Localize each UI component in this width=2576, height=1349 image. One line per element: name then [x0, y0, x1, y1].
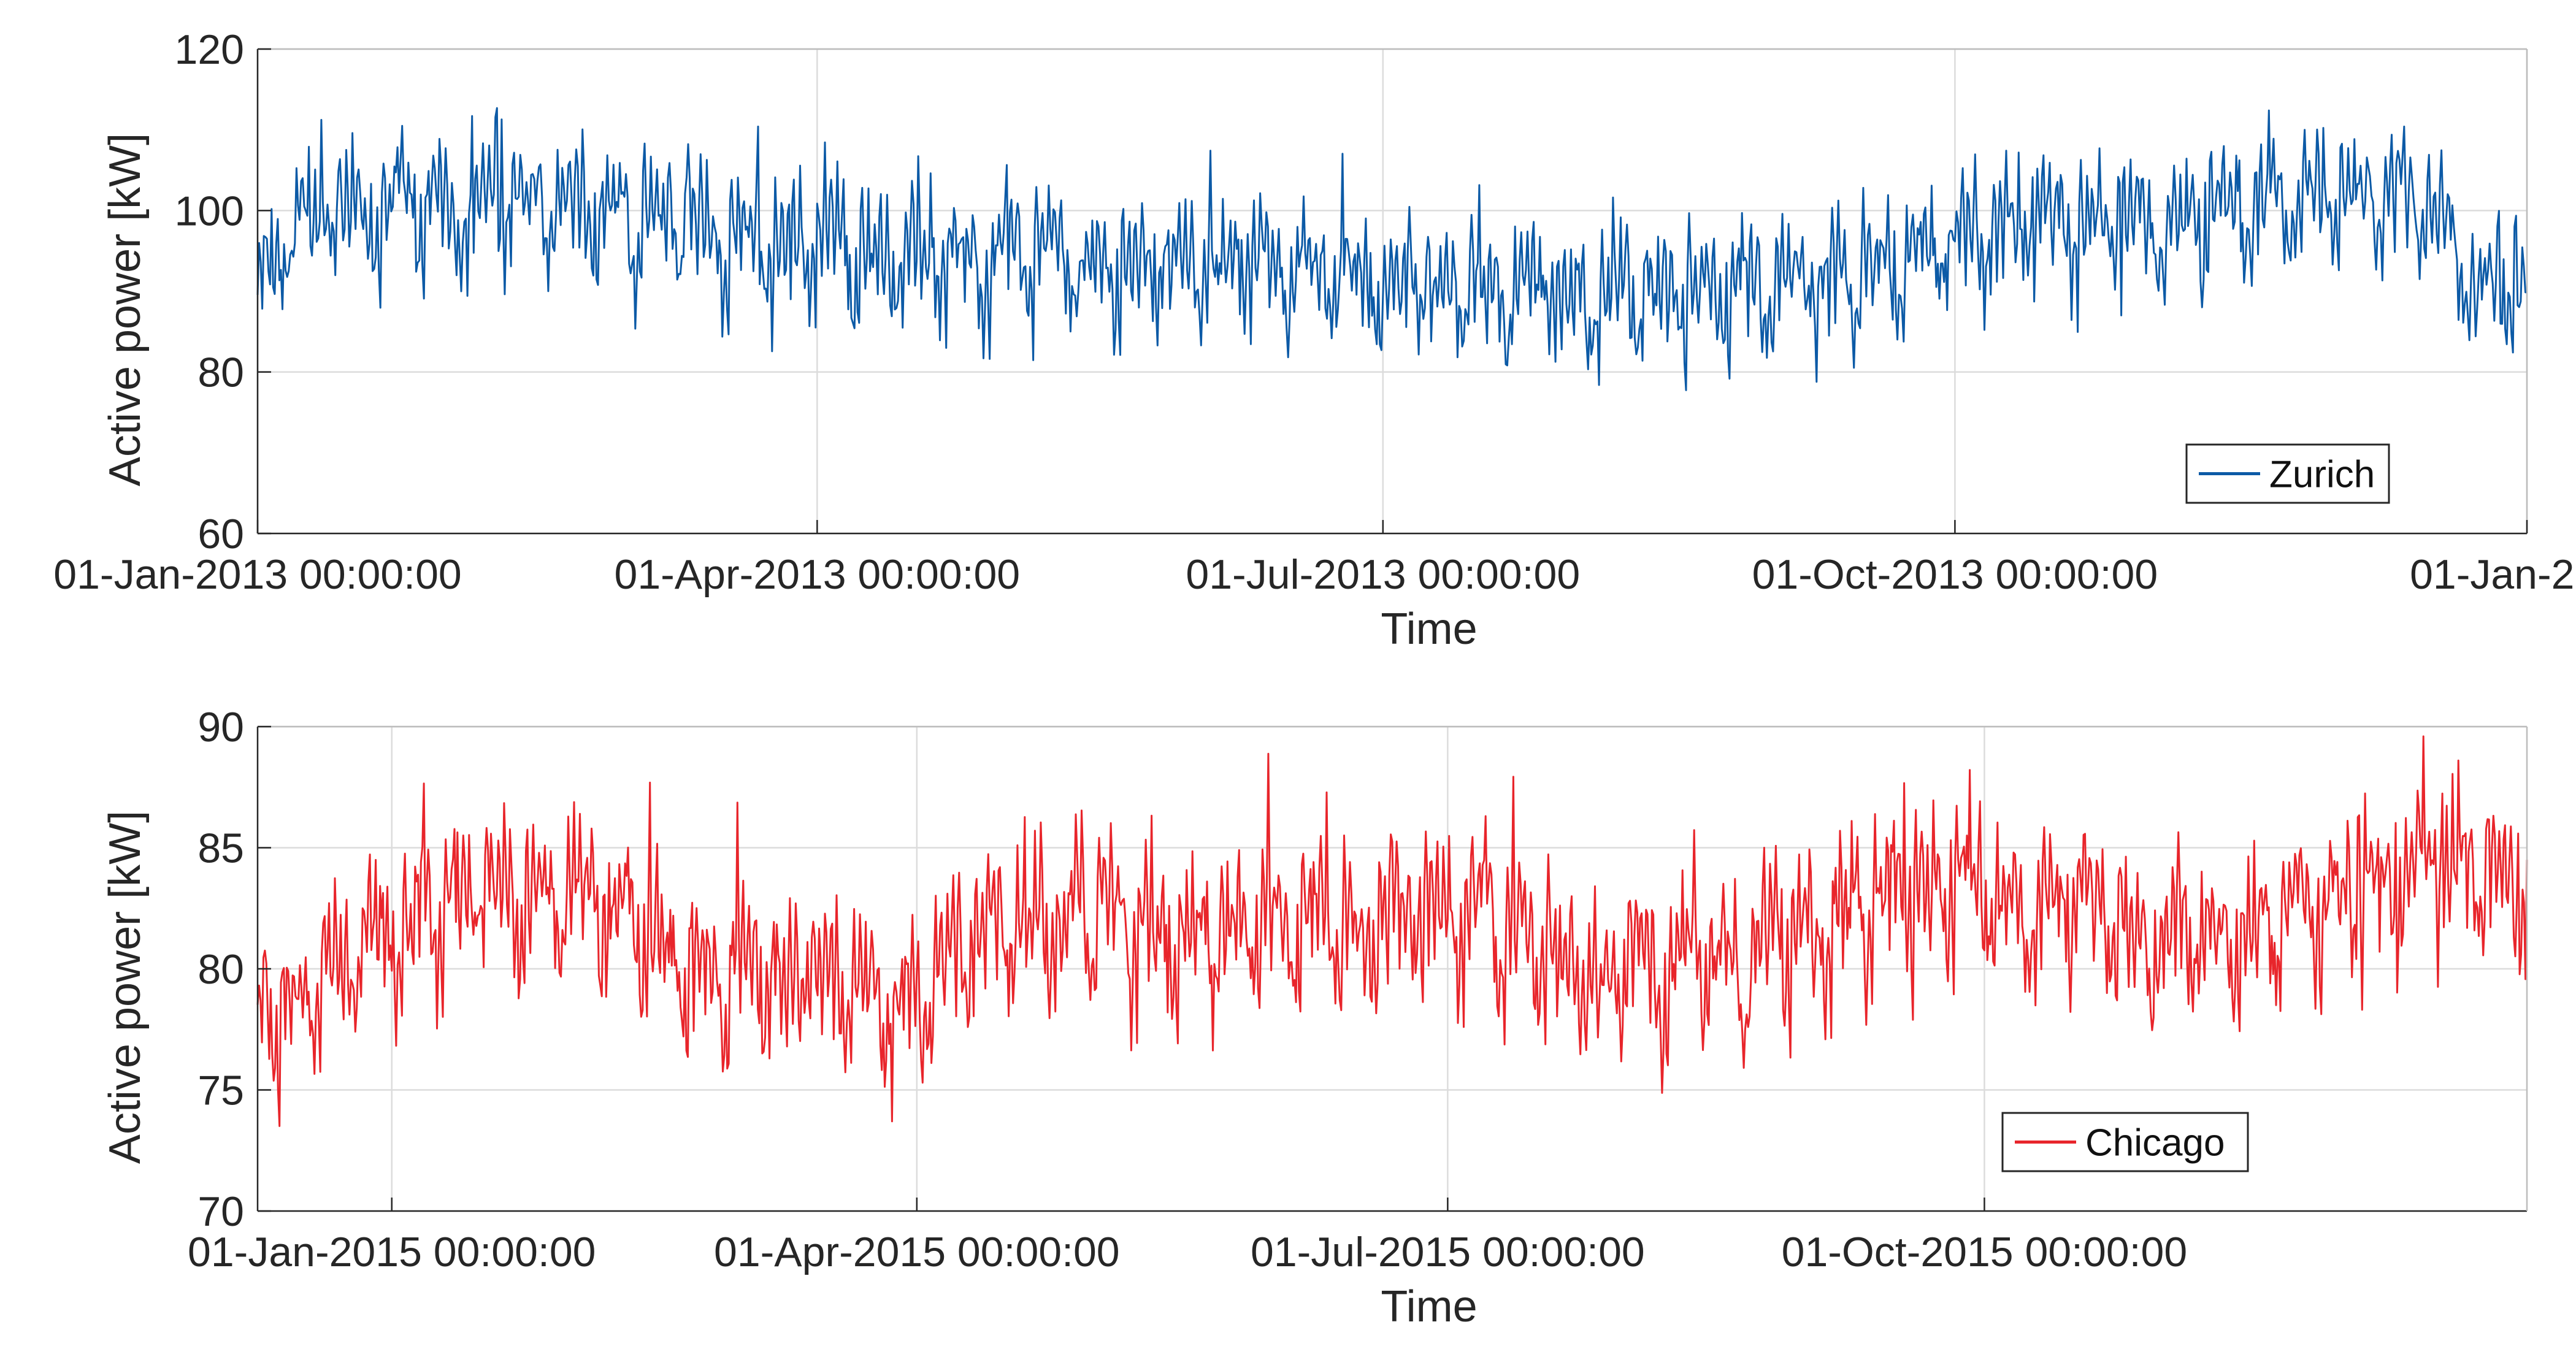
x-tick-label: 01-Oct-2013 00:00:00 — [1752, 551, 2158, 598]
x-tick-label: 01-Jul-2015 00:00:00 — [1251, 1229, 1645, 1275]
y-tick-label: 70 — [197, 1188, 244, 1235]
x-tick-label: 01-Jul-2013 00:00:00 — [1186, 551, 1580, 598]
chicago-tick-labels: 70 75 80 85 90 01-Jan-2015 00:00:00 01-Apr-201… — [188, 704, 2187, 1275]
x-tick-label: 01-Jan-2013 00:00:00 — [53, 551, 461, 598]
zurich-legend: Zurich — [2185, 443, 2390, 504]
chicago-y-axis-title: Active power [kW] — [101, 811, 150, 1164]
zurich-y-axis-title: Active power [kW] — [101, 133, 150, 486]
zurich-series — [256, 107, 2528, 391]
x-tick-label: 01-Apr-2013 00:00:00 — [615, 551, 1021, 598]
y-tick-label: 85 — [197, 825, 244, 872]
chicago-legend-label: Chicago — [2085, 1122, 2225, 1164]
y-tick-label: 80 — [197, 350, 244, 396]
chicago-legend: Chicago — [2001, 1112, 2249, 1172]
chicago-series — [256, 735, 2528, 1127]
y-tick-label: 60 — [197, 511, 244, 557]
zurich-chart: 60 80 100 120 01-Jan-2013 00:00:00 01-Apr-201… — [53, 26, 2576, 654]
zurich-x-axis-title: Time — [1381, 605, 1477, 654]
zurich-series-line — [256, 107, 2528, 391]
x-tick-label: 01-Apr-2015 00:00:00 — [714, 1229, 1120, 1275]
chicago-series-line — [256, 735, 2528, 1127]
chicago-chart: 70 75 80 85 90 01-Jan-2015 00:00:00 01-Apr-201… — [101, 704, 2528, 1331]
x-tick-label: 01-Jan-2014 — [2410, 551, 2576, 598]
chicago-x-axis-title: Time — [1381, 1282, 1477, 1331]
zurich-legend-label: Zurich — [2269, 454, 2375, 496]
y-tick-label: 75 — [197, 1068, 244, 1114]
x-tick-label: 01-Jan-2015 00:00:00 — [188, 1229, 596, 1275]
zurich-axes — [256, 48, 2528, 535]
zurich-tick-labels: 60 80 100 120 01-Jan-2013 00:00:00 01-Apr-201… — [53, 26, 2576, 598]
y-tick-label: 80 — [197, 946, 244, 993]
chicago-axes — [256, 725, 2528, 1212]
y-tick-label: 90 — [197, 704, 244, 751]
y-tick-label: 120 — [175, 26, 244, 73]
x-tick-label: 01-Oct-2015 00:00:00 — [1782, 1229, 2188, 1275]
y-tick-label: 100 — [175, 188, 244, 234]
